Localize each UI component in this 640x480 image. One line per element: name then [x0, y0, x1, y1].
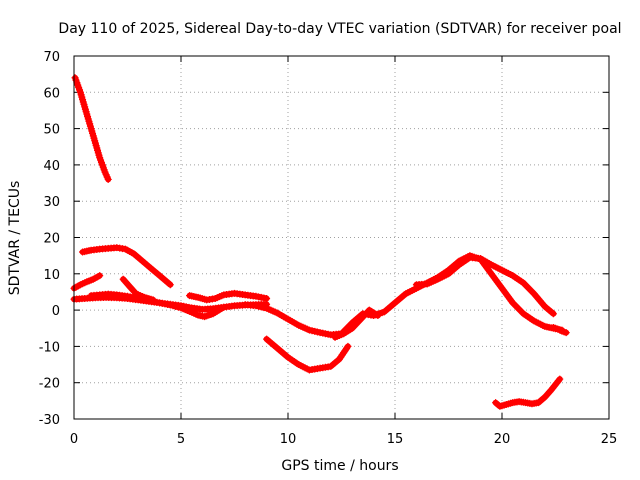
- series-arc-6: [119, 275, 157, 304]
- series-arc-9: [331, 306, 382, 341]
- x-tick-label: 10: [280, 432, 297, 447]
- data-point: [263, 294, 271, 302]
- data-point: [374, 312, 382, 320]
- y-tick-label: -10: [39, 340, 60, 355]
- tick-layer: 0 5 10 15 20 25 -30 -20 -10 0 10 20 30 40 50 60 70: [39, 50, 618, 447]
- y-tick-label: -20: [39, 377, 60, 392]
- y-tick-label: 60: [43, 86, 60, 101]
- grid-layer: [74, 56, 609, 419]
- series-arc-11: [263, 335, 352, 374]
- series-arc-1: [71, 74, 112, 183]
- data-point: [344, 342, 352, 350]
- series-arc-10: [412, 253, 557, 318]
- x-axis-title: GPS time / hours: [281, 458, 398, 474]
- x-tick-label: 0: [70, 432, 78, 447]
- data-point: [549, 310, 557, 318]
- y-tick-label: -30: [39, 413, 60, 428]
- data-point: [556, 375, 564, 383]
- data-point: [220, 303, 228, 311]
- data-point: [96, 272, 104, 280]
- series-arc-7: [186, 289, 271, 304]
- series-arc-2: [79, 244, 174, 289]
- x-tick-label: 5: [177, 432, 185, 447]
- y-tick-label: 10: [43, 268, 60, 283]
- data-layer: [70, 74, 570, 410]
- series-arc-3: [70, 272, 104, 292]
- y-tick-label: 0: [52, 304, 60, 319]
- x-tick-label: 20: [494, 432, 511, 447]
- x-tick-label: 25: [601, 432, 618, 447]
- x-tick-label: 15: [387, 432, 404, 447]
- y-tick-label: 50: [43, 123, 60, 138]
- y-tick-label: 20: [43, 232, 60, 247]
- data-point: [562, 329, 570, 337]
- data-point: [104, 175, 112, 183]
- plot-frame: [73, 55, 610, 420]
- series-arc-12: [492, 375, 564, 410]
- y-tick-label: 40: [43, 159, 60, 174]
- data-point: [149, 296, 157, 304]
- data-point: [166, 281, 174, 289]
- y-tick-label: 70: [43, 50, 60, 65]
- chart-title: Day 110 of 2025, Sidereal Day-to-day VTE…: [58, 21, 621, 37]
- y-axis-title: SDTVAR / TECUs: [7, 181, 23, 296]
- series-arc-13: [549, 324, 570, 337]
- y-tick-label: 30: [43, 195, 60, 210]
